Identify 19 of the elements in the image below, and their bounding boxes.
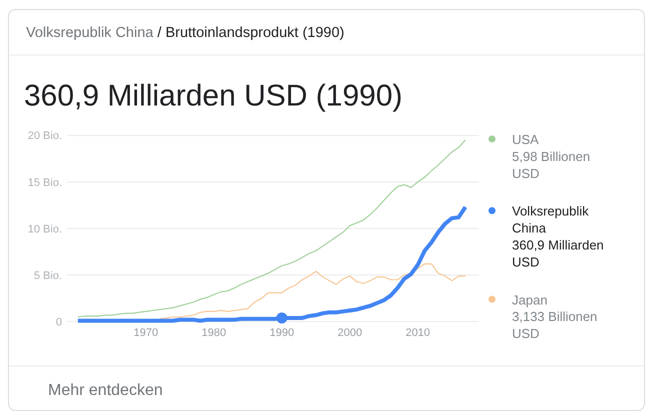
y-tick-label: 10 Bio.: [28, 223, 62, 236]
x-tick-label: 2000: [338, 327, 362, 339]
line-series: [77, 139, 466, 318]
line-series: [158, 263, 466, 320]
legend-label: Japan 3,133 Billionen USD: [512, 292, 598, 342]
y-tick-label: 0: [56, 316, 62, 329]
y-tick-label: 15 Bio.: [28, 176, 62, 189]
x-tick-label: 1980: [202, 327, 226, 339]
y-tick-label: 5 Bio.: [34, 270, 62, 282]
line-series: [76, 205, 468, 323]
chart-title: 360,9 Milliarden USD (1990): [24, 80, 403, 112]
x-tick-label: 2010: [406, 327, 430, 339]
legend-label: USA 5,98 Billionen USD: [512, 132, 590, 181]
x-tick-label: 1990: [270, 327, 294, 339]
text: Mehr entdecken: [48, 382, 163, 399]
chart-subtitle: Volksrepublik China / Bruttoinlandsprodukt (1990): [26, 25, 344, 41]
legend-label: Volksrepublik China 360,9 Milliarden USD: [512, 204, 604, 270]
y-tick-label: 20 Bio.: [28, 130, 62, 142]
x-tick-label: 1970: [134, 327, 158, 339]
